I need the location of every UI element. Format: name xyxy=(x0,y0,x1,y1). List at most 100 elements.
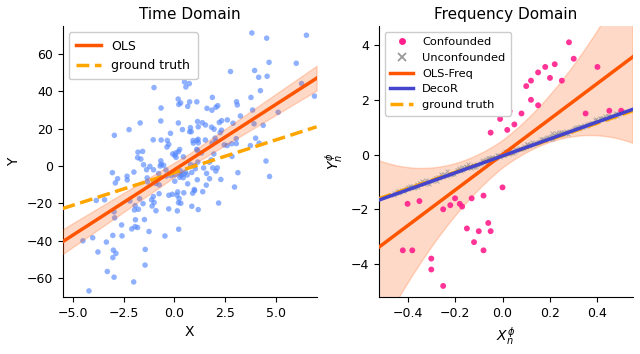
Point xyxy=(449,172,460,177)
Point xyxy=(403,187,413,192)
Point xyxy=(561,131,572,136)
Point xyxy=(508,150,518,155)
Point xyxy=(570,126,580,131)
Point xyxy=(559,131,569,136)
Point xyxy=(577,124,587,130)
Point xyxy=(216,118,227,124)
Point xyxy=(478,193,488,199)
Point xyxy=(388,191,399,196)
Point xyxy=(156,105,166,111)
Point xyxy=(184,81,195,86)
Point xyxy=(540,137,550,143)
OLS xyxy=(300,84,308,88)
Point xyxy=(428,178,438,184)
Point xyxy=(111,251,121,256)
Point xyxy=(535,139,545,144)
Point xyxy=(584,122,595,127)
Point xyxy=(430,175,440,181)
Point xyxy=(179,79,189,85)
Point xyxy=(453,167,463,173)
DecoR xyxy=(390,193,398,197)
Point xyxy=(193,136,204,142)
ground truth xyxy=(313,125,321,129)
Point xyxy=(261,158,271,164)
Point xyxy=(211,168,221,174)
Point xyxy=(168,151,178,157)
Point xyxy=(175,147,185,152)
Point xyxy=(409,185,419,191)
OLS-Freq xyxy=(375,245,383,249)
Point xyxy=(102,269,113,274)
Point xyxy=(180,169,191,175)
Point xyxy=(533,70,543,75)
Point xyxy=(477,158,487,164)
Point xyxy=(466,165,476,171)
Point xyxy=(214,200,224,206)
Point xyxy=(509,121,520,127)
Point xyxy=(486,228,496,234)
Point xyxy=(148,167,159,173)
Point xyxy=(186,162,196,167)
Point xyxy=(133,206,143,212)
Point xyxy=(547,131,557,136)
Point xyxy=(504,149,515,155)
Point xyxy=(499,153,509,158)
Point xyxy=(228,120,238,126)
Point xyxy=(140,247,150,252)
Point xyxy=(178,175,188,181)
Point xyxy=(171,150,181,156)
Point xyxy=(141,167,152,172)
Point xyxy=(193,207,204,212)
Point xyxy=(207,165,218,171)
Point xyxy=(446,171,456,176)
Point xyxy=(291,61,301,66)
Point xyxy=(204,159,214,165)
Point xyxy=(188,190,198,196)
Point xyxy=(458,167,468,172)
Point xyxy=(273,109,284,115)
Legend: OLS, ground truth: OLS, ground truth xyxy=(69,32,198,79)
Point xyxy=(598,115,608,121)
OLS xyxy=(291,90,299,94)
Point xyxy=(177,127,188,132)
Point xyxy=(495,116,505,122)
Point xyxy=(444,172,454,177)
Point xyxy=(557,131,568,137)
Point xyxy=(417,178,427,183)
ground truth xyxy=(422,180,430,184)
Point xyxy=(132,155,143,160)
Point xyxy=(495,153,506,159)
Point xyxy=(109,209,119,215)
Point xyxy=(473,162,483,168)
Point xyxy=(262,35,272,41)
Point xyxy=(525,142,535,148)
Point xyxy=(595,115,605,120)
Point xyxy=(557,78,567,84)
Point xyxy=(222,143,232,148)
Point xyxy=(209,126,219,132)
Point xyxy=(189,163,200,169)
Point xyxy=(253,74,264,80)
Point xyxy=(219,142,229,148)
Point xyxy=(526,97,536,103)
Point xyxy=(170,153,180,158)
Point xyxy=(154,182,164,188)
ground truth xyxy=(291,132,299,136)
Point xyxy=(475,161,485,167)
Point xyxy=(467,164,477,170)
Point xyxy=(189,187,199,192)
Point xyxy=(190,166,200,172)
Point xyxy=(175,175,185,180)
Point xyxy=(435,174,445,179)
Point xyxy=(173,149,184,155)
ground truth xyxy=(390,191,398,195)
Point xyxy=(144,229,154,234)
Point xyxy=(148,194,159,199)
Legend: Confounded, Unconfounded, OLS-Freq, DecoR, ground truth: Confounded, Unconfounded, OLS-Freq, Deco… xyxy=(385,32,511,116)
Point xyxy=(542,134,552,140)
Point xyxy=(184,99,195,105)
Point xyxy=(492,153,502,158)
Point xyxy=(604,108,614,114)
Point xyxy=(478,247,488,253)
Point xyxy=(585,121,595,126)
